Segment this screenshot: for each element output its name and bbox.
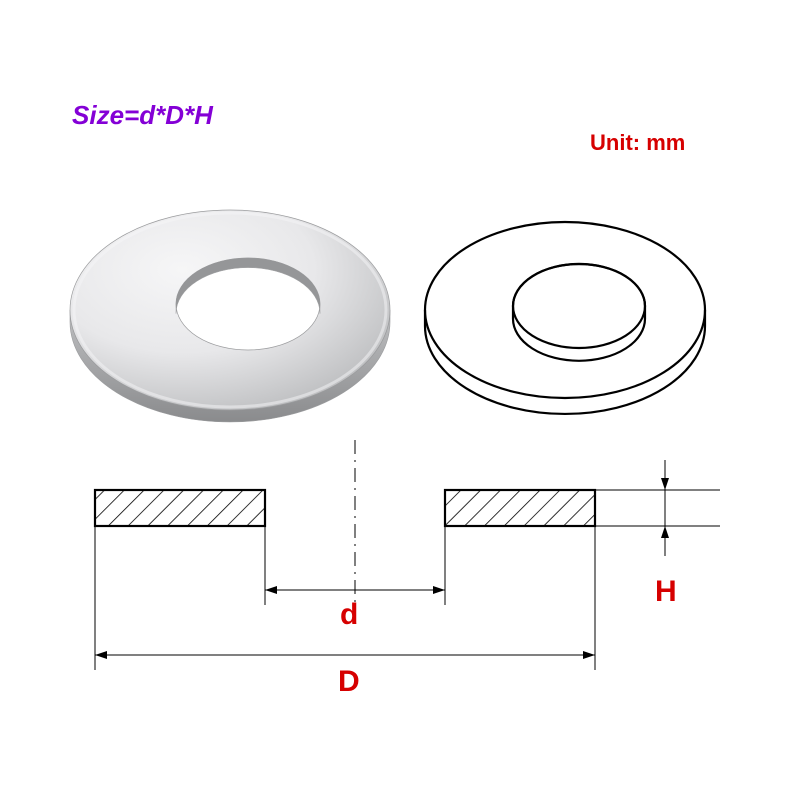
diagram-svg [0,0,800,800]
dim-label-d: d [340,598,358,632]
dim-label-D-outer: D [338,665,360,699]
washer-photo [70,210,390,422]
cross-section [95,440,720,670]
diagram-canvas: Size=d*D*H Unit: mm d D H [0,0,800,800]
dim-label-H: H [655,575,677,609]
washer-lineart [425,222,705,414]
